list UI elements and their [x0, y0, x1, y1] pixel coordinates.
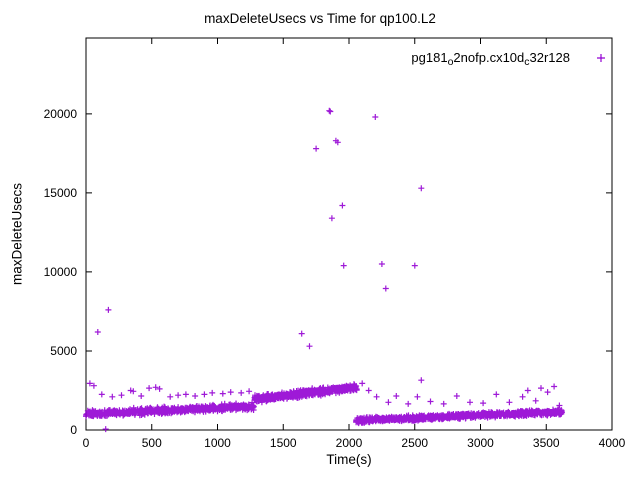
x-tick-label: 0 [83, 436, 90, 450]
y-tick-label: 0 [70, 423, 77, 437]
x-tick-label: 1500 [270, 436, 297, 450]
chart-title: maxDeleteUsecs vs Time for qp100.L2 [204, 11, 436, 26]
y-tick-label: 5000 [50, 344, 77, 358]
legend-label: pg181o2nofp.cx10dc32r128 [411, 50, 570, 68]
axis-ticks [85, 38, 613, 431]
y-tick-label: 15000 [44, 186, 78, 200]
x-axis-label: Time(s) [326, 452, 372, 467]
data-points [83, 107, 565, 433]
x-tick-label: 3000 [467, 436, 494, 450]
x-tick-label: 1000 [204, 436, 231, 450]
x-tick-label: 2000 [336, 436, 363, 450]
plot-border [85, 37, 613, 431]
y-axis-label: maxDeleteUsecs [9, 182, 25, 286]
x-tick-label: 4000 [599, 436, 626, 450]
x-tick-label: 3500 [533, 436, 560, 450]
x-tick-label: 500 [142, 436, 162, 450]
x-tick-label: 2500 [401, 436, 428, 450]
y-tick-label: 20000 [44, 107, 78, 121]
y-tick-label: 10000 [44, 265, 78, 279]
legend-marker [597, 54, 605, 62]
